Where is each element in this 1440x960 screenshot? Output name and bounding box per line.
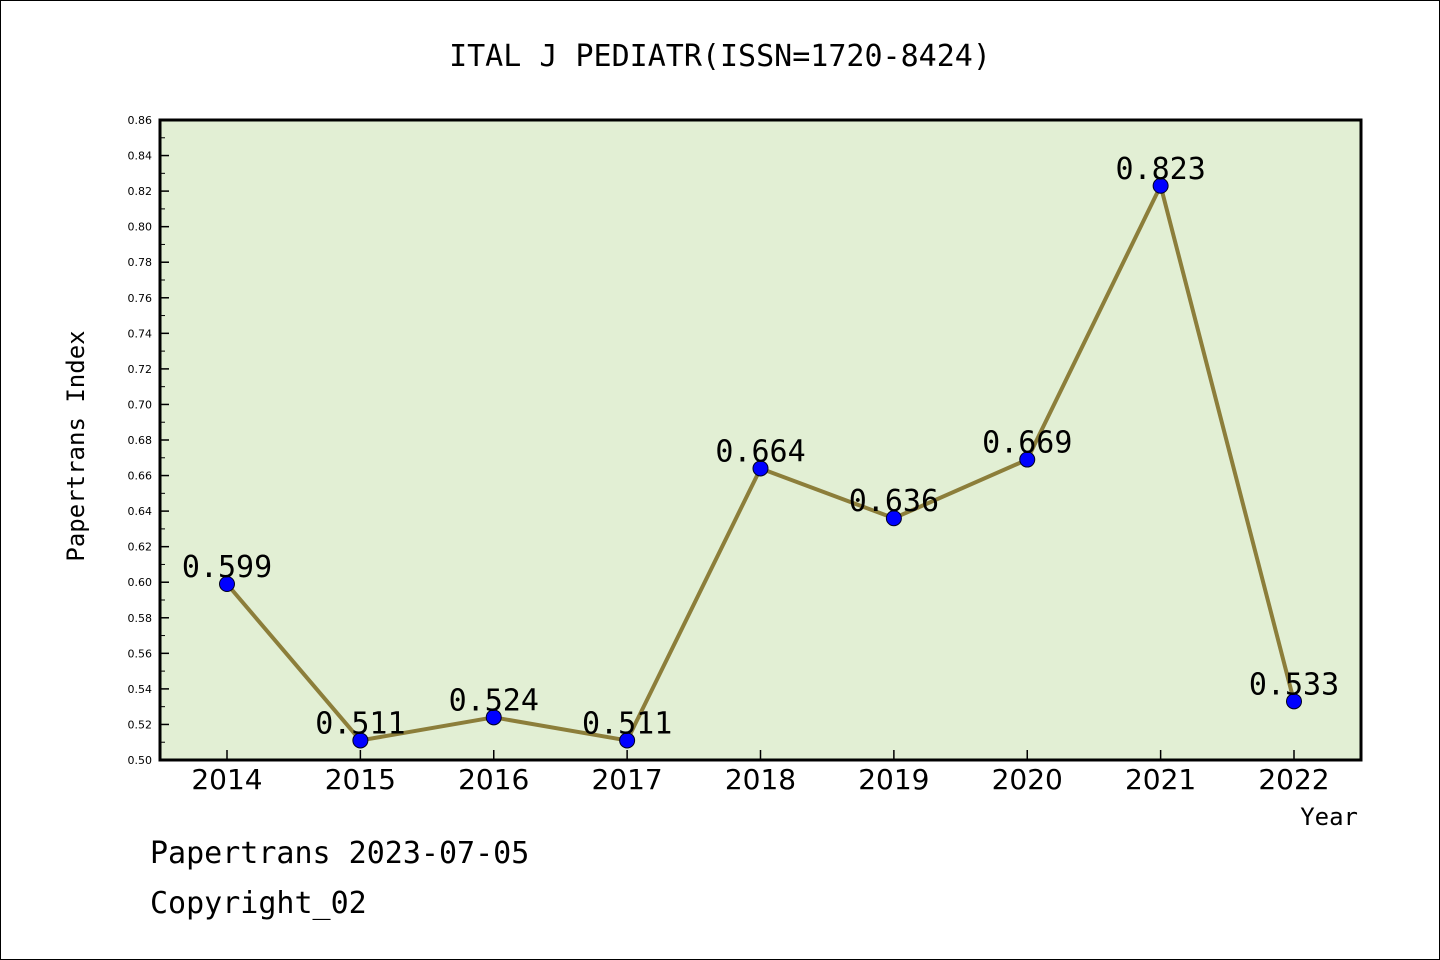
data-point: [219, 576, 235, 592]
y-tick-label: 0.68: [128, 434, 153, 447]
data-label: 0.823: [1115, 152, 1205, 187]
y-tick-label: 0.54: [128, 683, 153, 696]
y-tick-label: 0.78: [128, 256, 153, 269]
y-tick-label: 0.52: [128, 718, 153, 731]
y-tick-label: 0.70: [128, 398, 153, 411]
y-tick-label: 0.56: [128, 647, 153, 660]
x-axis-ticks: 2014 2015 2016 2017 2018 2019 2020 2021 2022: [191, 750, 1330, 796]
data-label: 0.511: [582, 706, 672, 741]
y-tick-label: 0.84: [128, 150, 153, 163]
chart-title: ITAL J PEDIATR(ISSN=1720-8424): [449, 39, 991, 74]
data-point: [1286, 693, 1302, 710]
y-tick-label: 0.66: [128, 470, 153, 483]
data-point: [352, 732, 369, 749]
y-tick-label: 0.80: [128, 221, 153, 234]
y-axis-label: Papertrans Index: [62, 330, 90, 561]
x-tick-label: 2019: [858, 763, 929, 796]
data-point: [485, 709, 502, 726]
y-tick-label: 0.72: [128, 363, 153, 376]
x-tick-label: 2017: [591, 763, 662, 796]
data-label: 0.669: [982, 426, 1072, 461]
data-label: 0.533: [1249, 667, 1339, 702]
y-tick-label: 0.82: [128, 185, 153, 198]
data-label: 0.599: [182, 550, 272, 585]
data-point: [1152, 177, 1169, 194]
x-tick-label: 2021: [1125, 763, 1196, 796]
y-tick-label: 0.60: [128, 576, 153, 589]
y-tick-label: 0.86: [128, 114, 153, 127]
y-tick-label: 0.76: [128, 292, 153, 305]
data-point: [1019, 451, 1036, 468]
y-tick-label: 0.64: [128, 505, 153, 518]
x-axis-label: Year: [1300, 803, 1358, 831]
data-label: 0.636: [849, 484, 939, 519]
x-tick-label: 2018: [725, 763, 796, 796]
data-label: 0.524: [449, 683, 539, 718]
x-tick-label: 2015: [325, 763, 396, 796]
footer-copyright: Copyright_02: [150, 886, 367, 921]
data-label: 0.664: [715, 434, 805, 469]
x-tick-label: 2020: [992, 763, 1063, 796]
y-tick-label: 0.74: [128, 327, 153, 340]
plot-area: [158, 118, 1363, 762]
data-point: [752, 460, 769, 477]
data-point: [885, 510, 902, 527]
data-label: 0.511: [315, 706, 405, 741]
x-tick-label: 2022: [1258, 763, 1329, 796]
y-tick-label: 0.58: [128, 612, 153, 625]
y-tick-label: 0.62: [128, 541, 153, 554]
data-point: [619, 732, 636, 749]
y-tick-label: 0.50: [128, 754, 153, 767]
x-tick-label: 2014: [191, 763, 262, 796]
y-axis-ticks: 0.50 0.52 0.54 0.56 0.58 0.60 0.62 0.64 0.66 0.68…: [128, 114, 169, 767]
series-layer: 0.599 0.511 0.524 0.511 0.664 0.636 0.669 0.823…: [182, 152, 1339, 749]
x-tick-label: 2016: [458, 763, 529, 796]
footer-date: Papertrans 2023-07-05: [150, 836, 529, 871]
